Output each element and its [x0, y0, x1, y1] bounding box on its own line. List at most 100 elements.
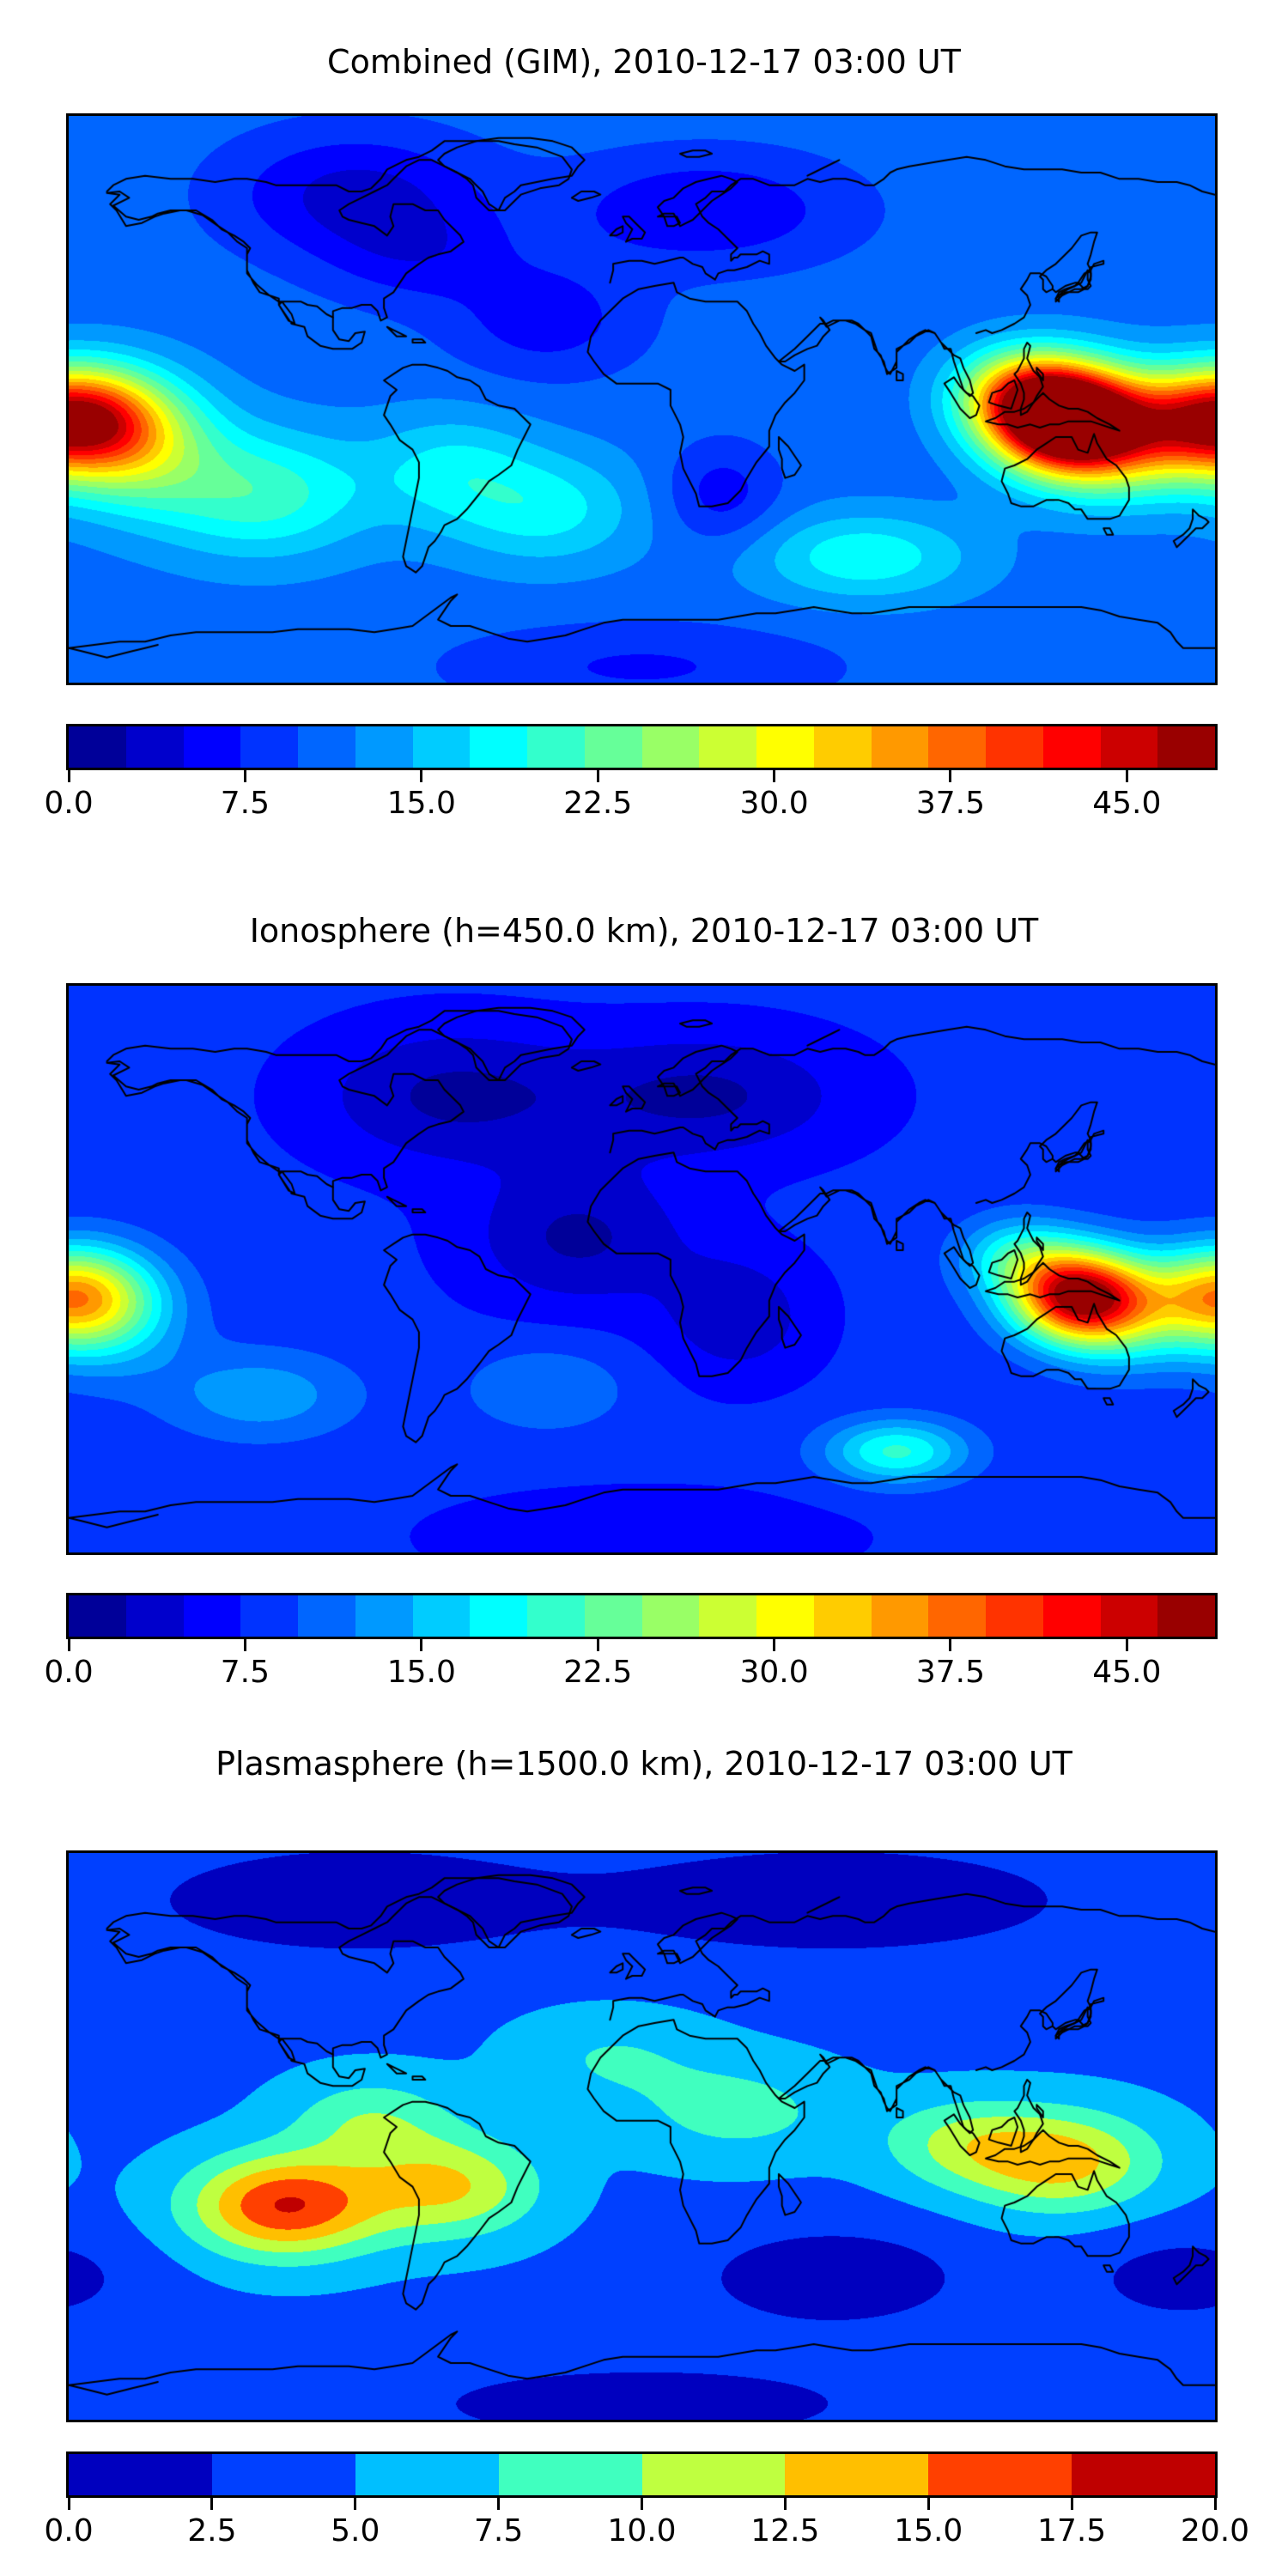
- colorbar-ticks-combined: [66, 770, 1218, 784]
- colorbar-segment: [355, 1595, 413, 1637]
- colorbar-segment: [211, 2454, 355, 2495]
- colorbar-segment: [412, 726, 471, 768]
- colorbar-segment: [1100, 726, 1158, 768]
- colorbar-ticks-plasmasphere: [66, 2498, 1218, 2512]
- colorbar-tick-label: 7.5: [220, 786, 270, 821]
- panel-title-combined: Combined (GIM), 2010-12-17 03:00 UT: [327, 43, 961, 81]
- colorbar-strip-combined: [66, 724, 1218, 770]
- map-plasmasphere: [66, 1850, 1218, 2422]
- colorbar-segment: [69, 726, 126, 768]
- colorbar-segment: [813, 726, 872, 768]
- colorbar-combined: 0.0 7.5 15.0 22.5 30.0 37.5 45.0: [44, 724, 1218, 822]
- colorbar-tick-label: 5.0: [331, 2513, 380, 2549]
- colorbar-tick: [67, 770, 70, 782]
- colorbar-labels-ionosphere: 0.0 7.5 15.0 22.5 30.0 37.5 45.0: [44, 1653, 1218, 1691]
- colorbar-tick-label: 15.0: [386, 1655, 456, 1690]
- colorbar-segment: [641, 726, 700, 768]
- colorbar-segment: [183, 1595, 241, 1637]
- map-canvas-combined: [69, 116, 1215, 683]
- colorbar-tick: [1070, 2498, 1073, 2510]
- colorbar-segment: [1100, 1595, 1158, 1637]
- panel-title-ionosphere: Ionosphere (h=450.0 km), 2010-12-17 03:0…: [249, 912, 1039, 950]
- colorbar-strip-plasmasphere: [66, 2451, 1218, 2498]
- colorbar-segment: [785, 2454, 929, 2495]
- colorbar-tick-label: 0.0: [44, 786, 94, 821]
- colorbar-segment: [641, 1595, 700, 1637]
- colorbar-tick: [641, 2498, 643, 2510]
- colorbar-segment: [871, 1595, 929, 1637]
- colorbar-tick-label: 10.0: [607, 2513, 677, 2549]
- colorbar-segment: [986, 726, 1043, 768]
- map-canvas-ionosphere: [69, 986, 1215, 1552]
- colorbar-tick: [773, 770, 776, 782]
- colorbar-segment: [871, 726, 929, 768]
- colorbar-segment: [986, 1595, 1043, 1637]
- map-canvas-plasmasphere: [69, 1853, 1215, 2420]
- colorbar-segment: [355, 726, 413, 768]
- colorbar-tick: [949, 770, 952, 782]
- colorbar-plasmasphere: 0.0 2.5 5.0 7.5 10.0 12.5 15.0 17.5 20.0: [44, 2451, 1249, 2549]
- colorbar-segment: [756, 1595, 814, 1637]
- colorbar-tick-label: 45.0: [1092, 786, 1162, 821]
- colorbar-tick: [1213, 2498, 1217, 2510]
- colorbar-tick-label: 7.5: [473, 2513, 524, 2549]
- colorbar-segment: [1042, 1595, 1101, 1637]
- colorbar-segment: [69, 2454, 212, 2495]
- colorbar-tick-label: 15.0: [894, 2513, 963, 2549]
- colorbar-segment: [584, 1595, 642, 1637]
- colorbar-segment: [1072, 2454, 1215, 2495]
- colorbar-tick-label: 22.5: [563, 786, 633, 821]
- colorbar-segment: [527, 1595, 585, 1637]
- colorbar-tick: [67, 2498, 70, 2510]
- colorbar-segment: [756, 726, 814, 768]
- colorbar-tick-label: 20.0: [1180, 2513, 1250, 2549]
- colorbar-tick: [773, 1639, 776, 1651]
- colorbar-segment: [355, 2454, 499, 2495]
- colorbar-segment: [298, 1595, 355, 1637]
- colorbar-tick: [927, 2498, 930, 2510]
- colorbar-segment: [527, 726, 585, 768]
- colorbar-segment: [641, 2454, 786, 2495]
- colorbar-tick-label: 30.0: [739, 1655, 809, 1690]
- colorbar-segment: [498, 2454, 642, 2495]
- colorbar-tick-label: 2.5: [187, 2513, 237, 2549]
- colorbar-segment: [1157, 1595, 1215, 1637]
- colorbar-segment: [183, 726, 241, 768]
- colorbar-segment: [1042, 726, 1101, 768]
- colorbar-tick-label: 37.5: [915, 1655, 985, 1690]
- colorbar-tick: [420, 770, 423, 782]
- colorbar-tick: [243, 770, 246, 782]
- colorbar-tick: [67, 1639, 70, 1651]
- colorbar-segment: [699, 1595, 756, 1637]
- colorbar-segment: [470, 1595, 527, 1637]
- colorbar-segment: [240, 1595, 298, 1637]
- colorbar-segment: [928, 1595, 986, 1637]
- colorbar-labels-plasmasphere: 0.0 2.5 5.0 7.5 10.0 12.5 15.0 17.5 20.0: [44, 2512, 1249, 2549]
- colorbar-tick-label: 12.5: [750, 2513, 820, 2549]
- colorbar-tick: [354, 2498, 357, 2510]
- colorbar-segment: [298, 726, 355, 768]
- colorbar-tick: [243, 1639, 246, 1651]
- colorbar-tick: [210, 2498, 214, 2510]
- colorbar-segment: [412, 1595, 471, 1637]
- map-combined-gim: [66, 113, 1218, 685]
- colorbar-segment: [69, 1595, 126, 1637]
- colorbar-segment: [125, 1595, 184, 1637]
- colorbar-tick-label: 0.0: [44, 2513, 94, 2549]
- colorbar-tick-label: 37.5: [915, 786, 985, 821]
- colorbar-tick: [783, 2498, 787, 2510]
- colorbar-segment: [699, 726, 756, 768]
- colorbar-segment: [1157, 726, 1215, 768]
- colorbar-segment: [470, 726, 527, 768]
- colorbar-ionosphere: 0.0 7.5 15.0 22.5 30.0 37.5 45.0: [44, 1593, 1218, 1691]
- colorbar-tick: [1125, 1639, 1128, 1651]
- colorbar-tick: [596, 1639, 599, 1651]
- colorbar-tick: [949, 1639, 952, 1651]
- colorbar-tick: [420, 1639, 423, 1651]
- colorbar-tick-label: 7.5: [220, 1655, 270, 1690]
- colorbar-segment: [240, 726, 298, 768]
- colorbar-segment: [125, 726, 184, 768]
- colorbar-tick-label: 0.0: [44, 1655, 94, 1690]
- colorbar-segment: [584, 726, 642, 768]
